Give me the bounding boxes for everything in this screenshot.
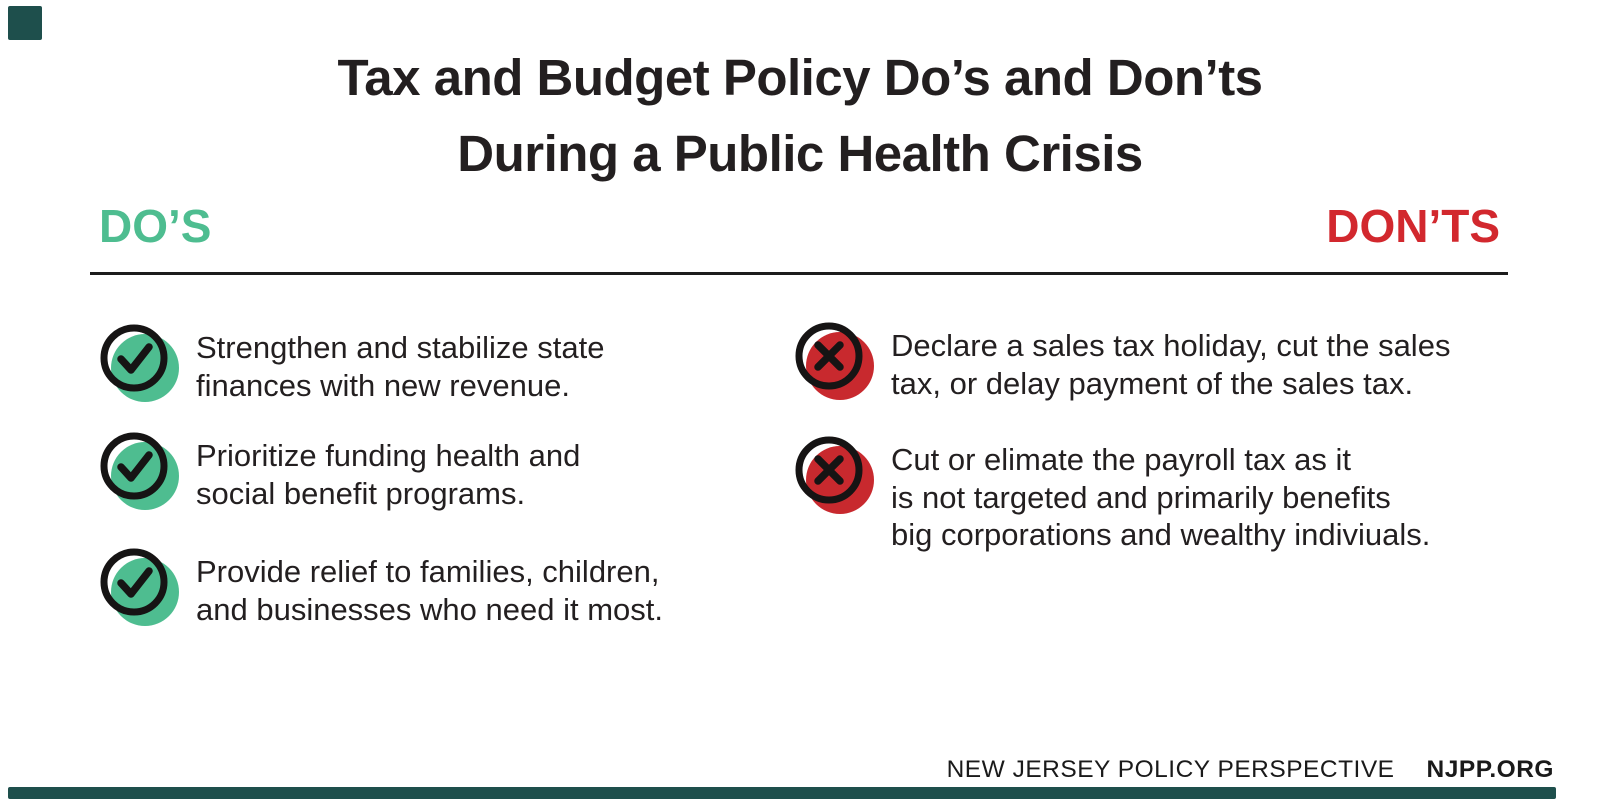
dos-header: DO’S [99,200,212,252]
x-icon [795,436,874,514]
x-icon [795,322,874,400]
dos-item-2: Prioritize funding health and social ben… [100,432,580,512]
brand-square [8,6,42,40]
brand-bottom-bar [8,787,1556,799]
check-icon [100,548,179,626]
check-icon [100,432,179,510]
dos-item-1: Strengthen and stabilize state finances … [100,324,604,404]
title-line-2: During a Public Health Crisis [457,125,1143,182]
check-icon [100,324,179,402]
donts-header: DON’TS [1326,200,1500,252]
footer: NEW JERSEY POLICY PERSPECTIVE NJPP.ORG [947,756,1554,784]
dos-item-text: Strengthen and stabilize state finances … [196,330,605,403]
donts-item-2: Cut or elimate the payroll tax as it is … [795,436,1430,554]
dos-item-text: Provide relief to families, children, an… [196,554,663,627]
divider-line [90,272,1508,275]
donts-item-text: Declare a sales tax holiday, cut the sal… [891,328,1451,401]
donts-item-text: Cut or elimate the payroll tax as it is … [891,442,1431,552]
title-line-1: Tax and Budget Policy Do’s and Don’ts [337,49,1263,106]
footer-website: NJPP.ORG [1426,756,1554,783]
donts-item-1: Declare a sales tax holiday, cut the sal… [795,322,1450,402]
page-title: Tax and Budget Policy Do’s and Don’ts Du… [0,40,1600,192]
dos-item-3: Provide relief to families, children, an… [100,548,663,628]
dos-item-text: Prioritize funding health and social ben… [196,438,581,511]
footer-org-name: NEW JERSEY POLICY PERSPECTIVE [946,756,1395,783]
